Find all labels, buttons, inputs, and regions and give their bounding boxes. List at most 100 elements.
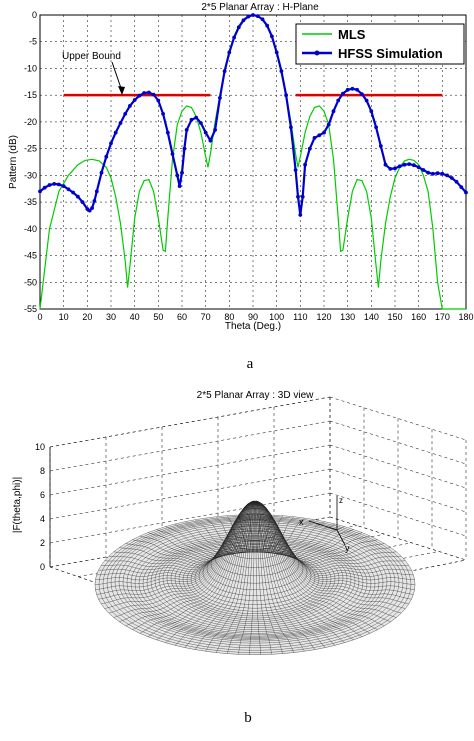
hfss-point: [218, 96, 222, 100]
hfss-point: [303, 162, 307, 167]
x-tick-label: 60: [177, 312, 187, 322]
hfss-point: [440, 171, 445, 176]
hfss-point: [397, 164, 402, 169]
axis-glyph-y: y: [345, 543, 350, 553]
chart-a-ticks: 0 10 20 30 40 50 60 70 80 90 100 110 120 130 140 150 160…: [24, 10, 474, 322]
x-tick-label: 170: [435, 312, 450, 322]
figure-b-caption: b: [244, 710, 252, 726]
y-tick-label: -35: [24, 197, 37, 207]
annotation-arrow: [111, 61, 123, 92]
hfss-point: [66, 187, 71, 192]
y-tick-label: -50: [24, 277, 37, 287]
hfss-point: [416, 165, 421, 170]
hfss-point: [260, 17, 265, 22]
y-tick-label: -20: [24, 117, 37, 127]
x-tick-label: 40: [130, 312, 140, 322]
x-tick-label: 90: [248, 312, 258, 322]
hfss-point: [336, 98, 341, 103]
hfss-point: [449, 176, 454, 180]
x-tick-label: 10: [59, 312, 69, 322]
hfss-point: [99, 170, 104, 175]
x-tick-label: 0: [37, 312, 42, 322]
hfss-point: [402, 162, 407, 167]
z-tick-label: 2: [40, 538, 45, 548]
chart-b-title: 2*5 Planar Array : 3D view: [197, 390, 314, 401]
hfss-point: [265, 23, 270, 28]
x-tick-label: 140: [364, 312, 379, 322]
y-tick-label: -55: [24, 304, 37, 314]
z-tick-label: 0: [40, 562, 45, 572]
hfss-point: [180, 170, 184, 175]
z-gridline-back: [49, 444, 331, 496]
x-tick-label: 180: [458, 312, 473, 322]
hfss-point: [227, 50, 232, 55]
h-plane-chart: 2*5 Planar Array : H-Plane 0 10 20 30 40 50 60…: [8, 2, 474, 372]
chart-b-ticks: 0 2 4 6 8 10: [35, 442, 45, 572]
hfss-point: [175, 173, 180, 178]
hfss-point: [177, 184, 182, 189]
x-tick-label: 120: [316, 312, 331, 322]
chart-a-ylabel: Pattern (dB): [8, 135, 19, 189]
hfss-point: [147, 90, 151, 95]
chart-a-series: [38, 13, 468, 310]
hfss-point: [165, 130, 170, 135]
hfss-point: [435, 171, 440, 176]
hfss-point: [71, 190, 75, 195]
x-tick-label: 130: [340, 312, 355, 322]
y-tick-label: -30: [24, 170, 37, 180]
z-gridline-back: [49, 420, 331, 472]
hfss-point: [279, 69, 284, 73]
hfss-point: [132, 98, 137, 102]
x-tick-label: 150: [387, 312, 402, 322]
hfss-point: [38, 189, 42, 194]
hfss-point: [360, 92, 364, 96]
legend-marker-hfss: [314, 50, 320, 56]
surface-spokes: [94, 500, 416, 655]
hfss-point: [388, 167, 393, 171]
z-tick-label: 10: [35, 442, 45, 452]
hfss-point: [189, 117, 194, 122]
chart-b-zlabel: |F(theta,phi)|: [12, 477, 23, 533]
hfss-point: [345, 87, 350, 92]
hfss-point: [383, 162, 388, 167]
hfss-point: [331, 109, 336, 114]
hfss-point: [464, 190, 468, 195]
x-tick-label: 100: [269, 312, 284, 322]
x-tick-label: 80: [224, 312, 234, 322]
legend-box: [295, 23, 465, 65]
y-tick-label: -40: [24, 224, 37, 234]
hfss-point: [378, 144, 383, 148]
x-tick-label: 160: [411, 312, 426, 322]
y-tick-label: -45: [24, 251, 37, 261]
x-tick-label: 30: [106, 312, 116, 322]
hfss-point: [203, 130, 208, 135]
z-tick-label: 8: [40, 466, 45, 476]
hfss-point: [393, 166, 397, 171]
hfss-point: [194, 115, 199, 120]
hfss-point: [109, 141, 113, 146]
x-tick-label: 50: [153, 312, 163, 322]
hfss-point: [317, 133, 322, 138]
hfss-point: [350, 86, 355, 91]
hfss-point: [255, 14, 260, 18]
y-tick-label: -5: [29, 37, 37, 47]
hfss-point: [199, 121, 203, 125]
hfss-point: [459, 185, 464, 190]
hfss-point: [42, 185, 47, 190]
hfss-point: [274, 50, 279, 55]
hfss-point: [170, 152, 175, 156]
z-tick-label: 6: [40, 490, 45, 500]
hfss-point: [90, 206, 94, 210]
z-gridline-back: [49, 468, 331, 520]
hfss-point: [326, 122, 331, 127]
hfss-point: [137, 93, 142, 98]
hfss-point: [94, 189, 99, 194]
hfss-point: [412, 163, 416, 168]
hfss-point: [161, 112, 166, 116]
axis-glyph-x: x: [299, 517, 304, 527]
arrow-head-icon: [118, 86, 125, 95]
hfss-point: [426, 170, 430, 175]
hfss-point: [241, 18, 246, 23]
hfss-point: [80, 200, 85, 205]
hfss-point: [355, 87, 359, 92]
